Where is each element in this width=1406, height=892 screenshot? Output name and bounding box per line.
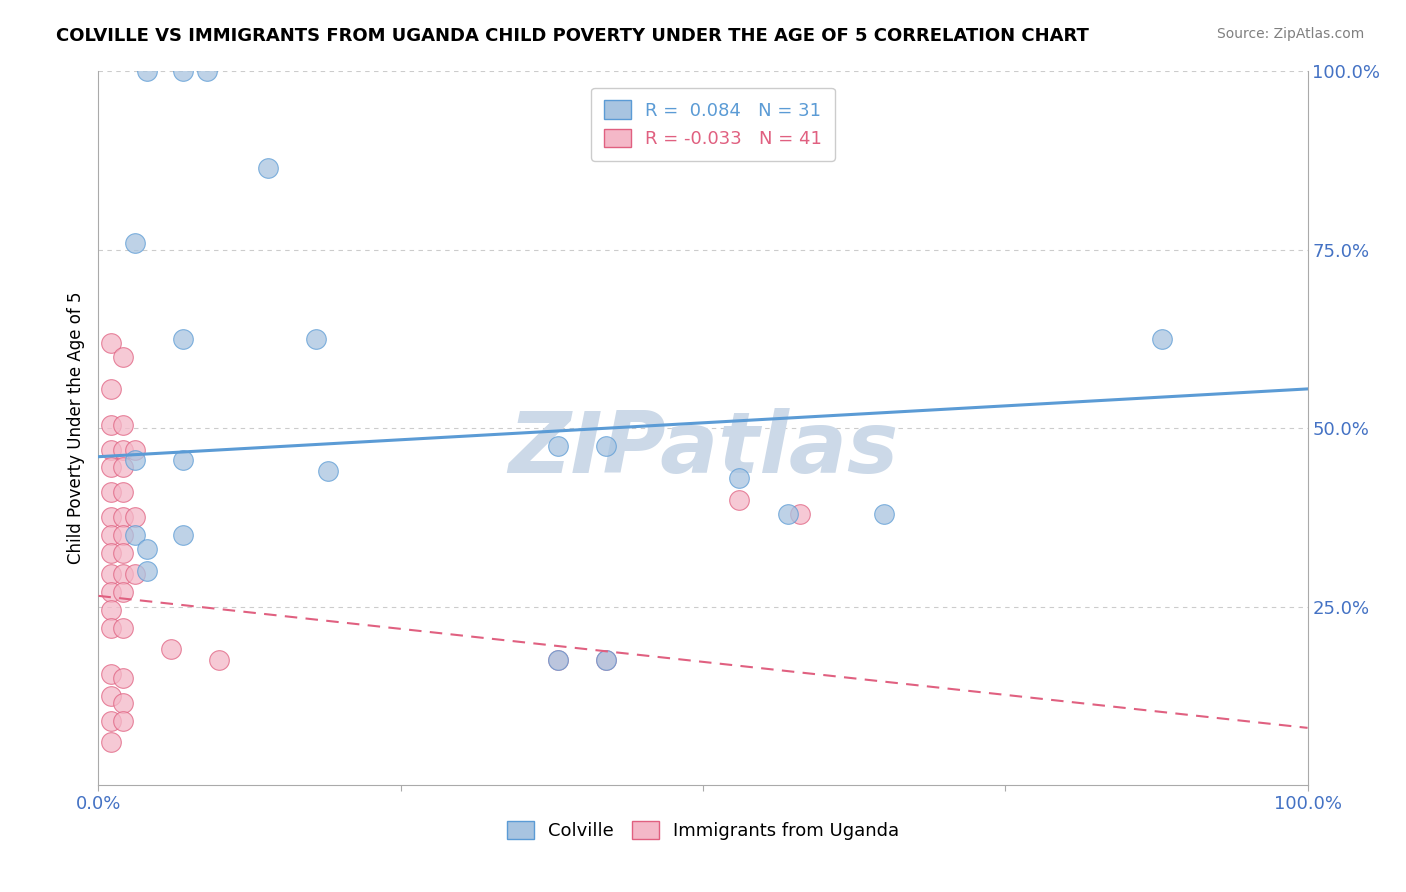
Point: [111, 442, 134, 457]
Point: [100, 603, 122, 617]
Point: [595, 439, 617, 453]
Point: [316, 464, 339, 478]
Point: [547, 439, 569, 453]
Point: [100, 585, 122, 599]
Point: [135, 64, 157, 78]
Text: Source: ZipAtlas.com: Source: ZipAtlas.com: [1216, 27, 1364, 41]
Text: ZIPatlas: ZIPatlas: [508, 408, 898, 491]
Point: [100, 621, 122, 635]
Point: [124, 453, 146, 467]
Point: [111, 528, 134, 542]
Point: [256, 161, 278, 175]
Point: [111, 714, 134, 728]
Point: [547, 653, 569, 667]
Point: [100, 567, 122, 582]
Text: COLVILLE VS IMMIGRANTS FROM UGANDA CHILD POVERTY UNDER THE AGE OF 5 CORRELATION : COLVILLE VS IMMIGRANTS FROM UGANDA CHILD…: [56, 27, 1090, 45]
Point: [111, 510, 134, 524]
Point: [111, 671, 134, 685]
Point: [595, 653, 617, 667]
Point: [172, 64, 194, 78]
Y-axis label: Child Poverty Under the Age of 5: Child Poverty Under the Age of 5: [66, 292, 84, 565]
Point: [172, 528, 194, 542]
Point: [547, 653, 569, 667]
Point: [789, 507, 811, 521]
Point: [873, 507, 896, 521]
Point: [172, 332, 194, 346]
Legend: Colville, Immigrants from Uganda: Colville, Immigrants from Uganda: [499, 814, 907, 847]
Point: [135, 542, 157, 557]
Point: [100, 460, 122, 475]
Point: [100, 667, 122, 681]
Point: [100, 510, 122, 524]
Point: [776, 507, 799, 521]
Point: [100, 442, 122, 457]
Point: [111, 350, 134, 364]
Point: [111, 546, 134, 560]
Point: [111, 417, 134, 432]
Point: [111, 460, 134, 475]
Point: [100, 735, 122, 749]
Point: [728, 492, 751, 507]
Point: [100, 714, 122, 728]
Point: [595, 653, 617, 667]
Point: [100, 335, 122, 350]
Point: [111, 567, 134, 582]
Point: [208, 653, 231, 667]
Point: [124, 442, 146, 457]
Point: [100, 546, 122, 560]
Point: [111, 621, 134, 635]
Point: [100, 417, 122, 432]
Point: [135, 564, 157, 578]
Point: [100, 689, 122, 703]
Point: [100, 485, 122, 500]
Point: [728, 471, 751, 485]
Point: [124, 510, 146, 524]
Point: [100, 528, 122, 542]
Point: [305, 332, 328, 346]
Point: [124, 528, 146, 542]
Point: [195, 64, 218, 78]
Point: [111, 696, 134, 710]
Point: [172, 453, 194, 467]
Point: [1152, 332, 1174, 346]
Point: [111, 585, 134, 599]
Point: [124, 567, 146, 582]
Point: [160, 642, 183, 657]
Point: [100, 382, 122, 396]
Point: [124, 235, 146, 250]
Point: [111, 485, 134, 500]
